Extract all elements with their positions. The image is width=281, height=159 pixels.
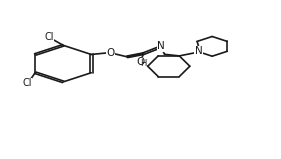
Text: O: O [137, 57, 145, 67]
Text: H: H [140, 59, 146, 69]
Text: O: O [106, 48, 114, 58]
Text: N: N [194, 46, 202, 56]
Text: N: N [157, 41, 165, 51]
Text: Cl: Cl [44, 32, 54, 41]
Text: Cl: Cl [22, 78, 32, 88]
